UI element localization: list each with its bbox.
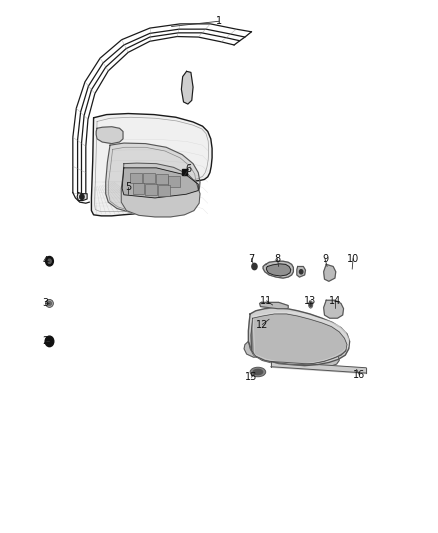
Text: 15: 15	[245, 372, 258, 382]
Polygon shape	[251, 314, 347, 365]
Text: 11: 11	[261, 296, 273, 306]
Text: 14: 14	[329, 296, 341, 306]
Polygon shape	[122, 168, 198, 198]
Polygon shape	[181, 71, 193, 104]
Bar	[143, 173, 155, 183]
Ellipse shape	[48, 302, 51, 305]
Ellipse shape	[250, 367, 266, 377]
Circle shape	[300, 270, 303, 274]
Text: 5: 5	[125, 182, 131, 192]
Text: 10: 10	[347, 254, 359, 264]
Circle shape	[45, 336, 54, 346]
Text: 9: 9	[322, 254, 328, 264]
Text: 13: 13	[304, 296, 316, 306]
Polygon shape	[297, 266, 305, 277]
Bar	[168, 176, 180, 187]
Polygon shape	[263, 261, 293, 278]
Circle shape	[252, 263, 257, 270]
Bar	[133, 183, 144, 193]
Polygon shape	[77, 192, 87, 200]
Bar	[145, 184, 157, 195]
Polygon shape	[253, 312, 349, 364]
Bar	[182, 169, 187, 175]
Polygon shape	[106, 143, 200, 214]
Polygon shape	[324, 264, 336, 281]
Polygon shape	[92, 114, 212, 216]
Circle shape	[46, 256, 53, 266]
Ellipse shape	[310, 303, 312, 306]
Polygon shape	[96, 127, 123, 143]
Polygon shape	[121, 163, 200, 217]
Text: 16: 16	[353, 369, 366, 379]
Circle shape	[80, 194, 84, 199]
Polygon shape	[244, 342, 339, 367]
Ellipse shape	[253, 369, 263, 375]
Text: 6: 6	[186, 164, 192, 174]
Text: 7: 7	[248, 254, 254, 264]
Bar	[156, 174, 168, 184]
Text: 4: 4	[42, 256, 48, 266]
Text: 2: 2	[42, 336, 48, 346]
Text: 8: 8	[274, 254, 280, 264]
Polygon shape	[260, 302, 288, 309]
Text: 3: 3	[42, 298, 48, 309]
Polygon shape	[267, 264, 291, 276]
Ellipse shape	[308, 301, 313, 308]
Polygon shape	[324, 300, 343, 318]
Circle shape	[48, 259, 51, 263]
Bar	[159, 185, 170, 196]
Text: 12: 12	[256, 319, 268, 329]
Ellipse shape	[46, 300, 53, 308]
Bar	[131, 173, 141, 183]
Text: 1: 1	[216, 16, 222, 26]
Polygon shape	[248, 308, 350, 366]
